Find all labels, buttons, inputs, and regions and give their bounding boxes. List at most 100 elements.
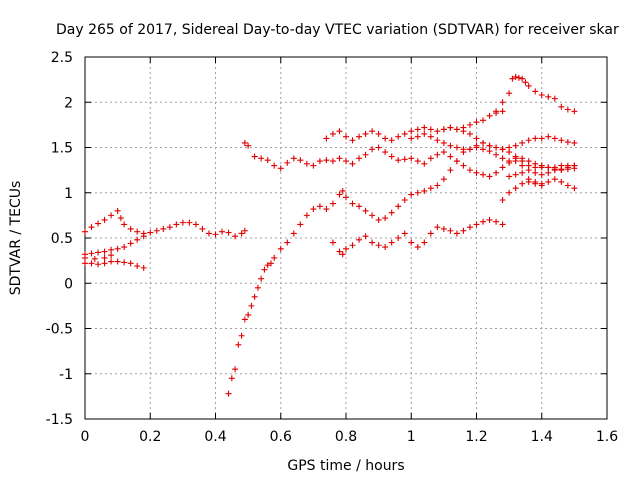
data-point [323, 135, 330, 142]
data-point [571, 165, 578, 172]
data-point [375, 242, 382, 249]
data-point [532, 169, 539, 176]
data-point [323, 157, 330, 164]
data-point [512, 153, 519, 160]
data-point [173, 221, 180, 228]
data-point [480, 139, 487, 146]
data-point [447, 227, 454, 234]
chart-title: Day 265 of 2017, Sidereal Day-to-day VTE… [56, 22, 619, 38]
data-point [369, 128, 376, 135]
data-point [453, 126, 460, 133]
data-point [453, 230, 460, 237]
data-point [382, 244, 389, 251]
data-point [225, 390, 232, 397]
data-point [499, 164, 506, 171]
data-point [519, 169, 526, 176]
data-point [114, 258, 121, 265]
data-point [506, 173, 513, 180]
data-point [192, 221, 199, 228]
data-point [101, 260, 108, 267]
data-point [473, 135, 480, 142]
data-point [134, 228, 141, 235]
data-point [205, 230, 212, 237]
data-point [219, 228, 226, 235]
x-tick-label: 1.4 [531, 429, 553, 445]
y-axis-label: SDTVAR / TECUs [8, 181, 24, 296]
data-point [506, 90, 513, 97]
y-tick-label: 2 [64, 95, 73, 111]
data-point [545, 93, 552, 100]
data-point [95, 261, 102, 268]
data-point [434, 182, 441, 189]
data-point [199, 225, 206, 232]
data-point [434, 224, 441, 231]
data-point [525, 82, 532, 89]
data-point [506, 144, 513, 151]
data-point [571, 139, 578, 146]
data-point [480, 218, 487, 225]
data-point [440, 225, 447, 232]
data-point [499, 155, 506, 162]
data-point [225, 229, 232, 236]
data-point [493, 169, 500, 176]
data-point [297, 157, 304, 164]
data-point [519, 180, 526, 187]
data-point [356, 203, 363, 210]
data-point [108, 252, 115, 259]
data-point [460, 227, 467, 234]
grid-lines [85, 57, 607, 419]
data-point [362, 207, 369, 214]
data-point [421, 239, 428, 246]
data-point [82, 228, 88, 235]
y-axis: -1.5 -1 -0.5 0 0.5 1 1.5 2 2.5 [46, 50, 607, 428]
data-point [434, 128, 441, 135]
data-point [329, 130, 336, 137]
x-tick-label: 1.2 [465, 429, 487, 445]
data-point [375, 216, 382, 223]
data-point [362, 130, 369, 137]
data-point [427, 230, 434, 237]
data-point [303, 212, 310, 219]
data-point [486, 173, 493, 180]
data-point [336, 128, 343, 135]
data-point [284, 159, 291, 166]
data-point [519, 139, 526, 146]
data-point [251, 153, 258, 160]
data-point [571, 108, 578, 115]
data-point [401, 156, 408, 163]
data-point [343, 194, 349, 201]
x-tick-label: 1 [407, 429, 416, 445]
data-point [108, 246, 115, 253]
data-point [127, 240, 134, 247]
data-point [532, 88, 539, 95]
data-point [356, 236, 363, 243]
data-point [532, 160, 539, 167]
data-point [349, 160, 356, 167]
data-point [395, 203, 402, 210]
data-point [460, 146, 467, 153]
data-point [480, 171, 487, 178]
data-point [297, 221, 304, 228]
data-point [427, 133, 434, 140]
data-point [271, 254, 278, 261]
data-point [506, 189, 513, 196]
data-point [414, 133, 421, 140]
data-point [179, 219, 186, 226]
data-point [395, 235, 402, 241]
data-point [512, 185, 519, 192]
data-point [434, 137, 441, 144]
data-point [186, 219, 193, 226]
x-axis-label: GPS time / hours [287, 458, 404, 474]
data-point [499, 146, 506, 153]
data-point [127, 260, 134, 267]
data-point [551, 95, 558, 102]
data-point [241, 316, 248, 323]
data-point [258, 155, 265, 162]
data-point [564, 166, 571, 173]
data-point [323, 206, 330, 213]
data-point [117, 215, 124, 222]
data-point [264, 157, 271, 164]
data-point [114, 245, 121, 252]
data-point [493, 110, 500, 117]
data-point [408, 191, 415, 198]
